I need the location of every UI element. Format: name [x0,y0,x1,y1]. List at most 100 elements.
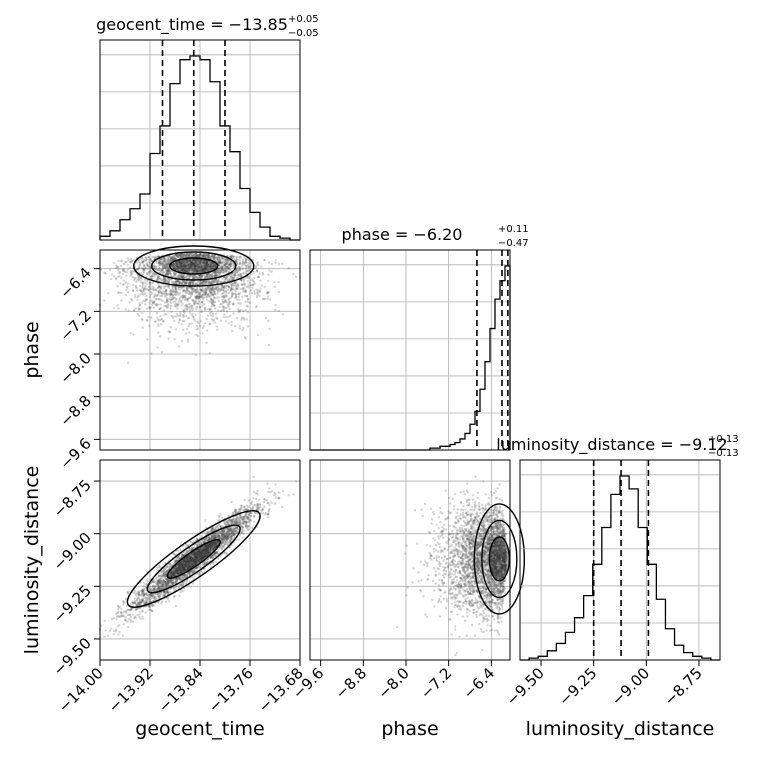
sample-point-2869 [110,273,114,276]
sample-point-541 [200,253,203,256]
sample-point-335 [128,301,131,304]
sample-point-45 [217,263,221,266]
sample-point-457 [199,266,203,269]
sample-point-68 [233,288,236,291]
sample-point-726 [195,254,198,258]
sample-point-273 [207,263,210,266]
sample-point-2743 [166,260,169,263]
sample-point-676 [184,275,187,279]
sample-point-132 [192,268,196,272]
sample-point-447 [230,260,233,263]
sample-point-75 [222,260,225,263]
sample-point-65 [157,318,160,321]
sample-point-92 [216,259,219,262]
sample-point-2173 [238,324,241,327]
sample-point-2575 [162,293,166,296]
sample-point-2677 [287,266,290,270]
sample-point-2918 [188,309,191,312]
sample-point-471 [195,294,198,297]
sample-point-713 [138,275,141,278]
sample-point-359 [217,261,220,264]
sample-point-2485 [235,270,239,274]
sample-point-2775 [274,261,277,265]
sample-point-2466 [174,298,178,301]
sample-point-224 [225,258,228,261]
sample-point-2785 [229,255,233,259]
sample-point-1719 [230,295,233,298]
sample-point-571 [213,281,216,284]
sample-point-915 [241,328,244,332]
sample-point-557 [183,259,186,263]
sample-point-455 [191,582,195,585]
sample-point-1824 [103,635,106,638]
sample-point-635 [244,260,248,264]
sample-point-724 [274,308,277,311]
sample-point-31 [167,284,171,287]
sample-point-170 [186,264,190,267]
sample-point-253 [140,317,143,321]
sample-point-1774 [153,295,156,298]
sample-point-2942 [205,298,209,302]
sample-point-640 [221,258,224,261]
sample-point-331 [159,315,162,318]
sample-point-645 [187,306,191,309]
sample-point-682 [243,282,247,285]
sample-point-15 [184,255,187,258]
sample-point-1313 [219,264,223,268]
sample-point-621 [210,294,213,297]
sample-point-694 [169,272,172,275]
sample-point-490 [185,288,188,292]
sample-point-634 [144,611,147,614]
sample-point-454 [201,268,204,271]
sample-point-555 [189,281,192,284]
sample-point-1034 [209,308,212,311]
sample-point-165 [162,260,165,264]
sample-point-2701 [240,274,243,278]
sample-point-86 [205,264,208,267]
sample-point-547 [142,585,146,588]
sample-point-323 [233,297,237,300]
sample-point-2570 [255,304,258,308]
title-plus-geocent_time: +0.05 [288,14,319,25]
sample-point-2818 [171,316,175,320]
sample-point-416 [199,281,202,285]
sample-point-1704 [178,548,182,551]
sample-point-1415 [200,310,203,313]
sample-point-1697 [205,341,208,344]
sample-point-341 [178,253,181,257]
sample-point-122 [200,282,203,285]
sample-point-2213 [261,297,265,301]
sample-point-695 [230,273,233,276]
sample-point-1753 [151,255,154,259]
sample-point-628 [185,307,189,311]
sample-point-1597 [260,284,263,287]
sample-point-2919 [136,298,139,302]
sample-point-504 [198,254,201,257]
sample-point-194 [147,260,150,264]
sample-point-547 [142,287,146,291]
sample-point-2137 [164,313,167,316]
sample-point-2679 [154,289,158,292]
sample-point-2847 [217,296,220,299]
sample-point-1862 [179,311,182,314]
sample-point-2647 [194,300,197,303]
sample-point-708 [202,261,205,265]
sample-point-2944 [233,275,236,278]
sample-point-2242 [144,292,147,295]
sample-point-377 [206,274,209,278]
sample-point-2924 [216,269,220,272]
sample-point-683 [206,329,209,332]
sample-point-296 [121,283,125,287]
sample-point-2751 [166,269,170,272]
sample-point-1236 [243,336,247,339]
sample-point-1602 [200,535,204,538]
sample-point-609 [191,268,194,272]
sample-point-1458 [270,262,273,266]
sample-point-2545 [142,265,146,268]
sample-point-2787 [236,308,240,311]
sample-point-616 [245,266,248,270]
sample-point-2090 [116,285,119,288]
sample-point-1992 [107,292,110,295]
sample-point-2565 [266,291,269,294]
sample-point-2554 [162,320,165,323]
